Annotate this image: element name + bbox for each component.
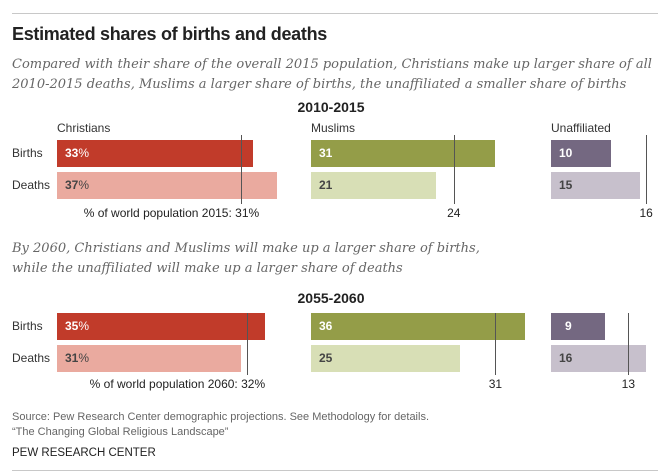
bar-value-number: 9 [565, 319, 572, 333]
population-share-label-unaffiliated: 13 [621, 377, 636, 391]
group-label-unaffiliated: Unaffiliated [551, 121, 611, 135]
group-label-christians: Christians [57, 121, 111, 135]
bar-muslims-births: 31 [311, 140, 496, 167]
bar-muslims-births: 36 [311, 313, 526, 340]
bar-value-number: 33 [65, 146, 79, 160]
bar-value-number: 31 [319, 146, 333, 160]
brand-label: PEW RESEARCH CENTER [12, 447, 156, 459]
population-share-line-christians [241, 135, 242, 204]
bar-value-muslims-births: 31 [319, 140, 332, 167]
row-label-deaths: Deaths [12, 178, 51, 192]
bar-unaffiliated-deaths: 15 [551, 172, 641, 199]
bar-value-unaffiliated-births: 10 [559, 140, 572, 167]
population-share-label-unaffiliated: 16 [639, 206, 653, 220]
bar-unaffiliated-births: 9 [551, 313, 605, 340]
population-share-label-christians: % of world population 2015: 31% [83, 206, 260, 220]
bar-value-number: 16 [559, 351, 573, 365]
bar-value-suffix: % [78, 146, 90, 160]
bar-value-christians-deaths: 31% [65, 345, 89, 372]
population-share-line-muslims [495, 313, 496, 375]
subtitle-1-line-1: Compared with their share of the overall… [12, 57, 652, 72]
top-rule [12, 13, 658, 14]
population-share-line-unaffiliated [646, 135, 647, 204]
chart-title: Estimated shares of births and deaths [12, 24, 327, 44]
bar-christians-deaths: 37% [57, 172, 278, 199]
subtitle-2: By 2060, Christians and Muslims will mak… [12, 239, 480, 279]
bar-value-number: 10 [559, 146, 573, 160]
bar-value-number: 36 [319, 319, 333, 333]
period-title: 2010-2015 [297, 99, 365, 115]
source-line-2: “The Changing Global Religious Landscape… [12, 426, 229, 438]
population-share-label-muslims: 31 [488, 377, 503, 391]
row-label-births: Births [12, 319, 43, 333]
bar-value-muslims-deaths: 21 [319, 172, 332, 199]
bar-muslims-deaths: 25 [311, 345, 460, 372]
bar-muslims-deaths: 21 [311, 172, 436, 199]
bar-unaffiliated-births: 10 [551, 140, 611, 167]
subtitle-1-line-2: 2010-2015 deaths, Muslims a larger share… [12, 77, 627, 92]
bar-value-number: 15 [559, 178, 573, 192]
period-title: 2055-2060 [297, 290, 365, 306]
population-share-line-muslims [454, 135, 455, 204]
bar-unaffiliated-deaths: 16 [551, 345, 647, 372]
subtitle-2-line-2: while the unaffiliated will make up a la… [12, 261, 403, 276]
bar-value-number: 35 [65, 319, 79, 333]
bar-value-muslims-births: 36 [319, 313, 332, 340]
bar-value-unaffiliated-deaths: 16 [559, 345, 572, 372]
population-share-line-unaffiliated [628, 313, 629, 375]
bar-value-number: 31 [65, 351, 79, 365]
bar-value-christians-births: 35% [65, 313, 89, 340]
population-share-line-christians [247, 313, 248, 375]
bottom-rule [12, 470, 658, 471]
bar-value-unaffiliated-births: 9 [565, 313, 572, 340]
bar-value-christians-births: 33% [65, 140, 89, 167]
bar-christians-births: 35% [57, 313, 266, 340]
bar-value-number: 25 [319, 351, 333, 365]
row-label-births: Births [12, 146, 43, 160]
row-label-deaths: Deaths [12, 351, 51, 365]
bar-value-suffix: % [78, 319, 90, 333]
source-line-1: Source: Pew Research Center demographic … [12, 411, 430, 423]
bar-value-unaffiliated-deaths: 15 [559, 172, 572, 199]
bar-value-suffix: % [78, 351, 90, 365]
bar-value-muslims-deaths: 25 [319, 345, 332, 372]
subtitle-1: Compared with their share of the overall… [12, 55, 652, 95]
subtitle-2-line-1: By 2060, Christians and Muslims will mak… [12, 241, 480, 256]
group-label-muslims: Muslims [311, 121, 355, 135]
bar-christians-deaths: 31% [57, 345, 242, 372]
bar-value-number: 37 [65, 178, 79, 192]
population-share-label-christians: % of world population 2060: 32% [89, 377, 266, 391]
bar-value-suffix: % [78, 178, 90, 192]
source-note: Source: Pew Research Center demographic … [12, 410, 429, 440]
bar-christians-births: 33% [57, 140, 254, 167]
bar-value-number: 21 [319, 178, 333, 192]
bar-value-christians-deaths: 37% [65, 172, 89, 199]
population-share-label-muslims: 24 [447, 206, 461, 220]
